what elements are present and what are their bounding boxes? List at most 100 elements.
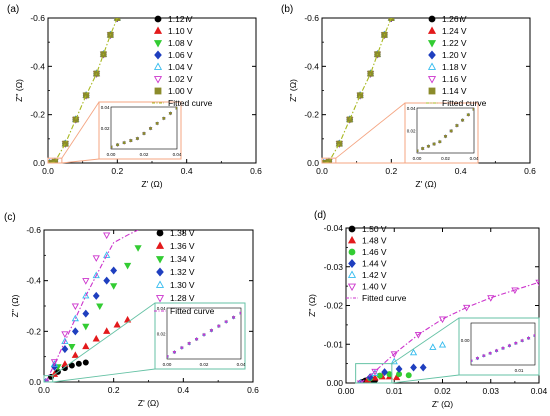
inset-point <box>533 334 535 338</box>
data-point <box>419 363 427 372</box>
series-1.34-V <box>44 245 142 382</box>
inset-point <box>239 311 241 316</box>
legend-label: 1.30 V <box>170 280 195 290</box>
data-point <box>61 360 69 367</box>
series-1.44-V <box>357 363 427 383</box>
data-point <box>103 327 111 334</box>
series-Fitted-curve <box>49 18 118 163</box>
y-tick-label: 0.0 <box>33 158 45 168</box>
legend-marker <box>156 267 164 277</box>
legend-label: 1.12 V <box>168 14 193 24</box>
legend-marker <box>154 50 162 60</box>
legend-marker <box>347 270 357 278</box>
data-point <box>92 334 100 342</box>
inset-x-tick-label: 0.00 <box>163 362 172 367</box>
inset-frame <box>404 102 479 164</box>
inset-point <box>167 355 169 359</box>
inset-y-tick-label: 0.02 <box>157 332 166 337</box>
chart-panel-a: (a) 0.0 0.2 0.4 0.6 0.0 -0.2 -0.4 -0.6 Z' (Ω) Z'' … <box>7 4 262 189</box>
legend-item: 1.28 V <box>155 293 195 303</box>
legend-label: 1.08 V <box>168 38 193 48</box>
inset-point <box>471 359 473 363</box>
inset-x-tick-label: 0.02 <box>441 156 450 161</box>
legend-item: 1.48 V <box>347 236 387 246</box>
zoom-source-box <box>47 157 63 164</box>
inset-point <box>136 137 139 140</box>
legend-label: 1.38 V <box>170 228 195 238</box>
inset-x-tick-label: 0.00 <box>413 156 422 161</box>
plot-area <box>356 279 539 383</box>
legend-item: 1.18 V <box>427 62 467 72</box>
inset-point <box>432 142 436 146</box>
legend-marker <box>153 26 163 34</box>
legend-marker <box>155 241 165 249</box>
inset-point <box>180 346 184 350</box>
data-point <box>409 348 418 356</box>
data-point <box>71 327 79 336</box>
legend: 1.12 V 1.10 V 1.08 V 1.06 V 1.04 V 1.02 V 1.00… <box>152 14 213 108</box>
legend-item: 1.42 V <box>347 270 387 280</box>
zoom-connector <box>52 302 156 377</box>
legend-marker <box>427 26 437 34</box>
legend-item: 1.46 V <box>348 247 387 257</box>
data-point <box>357 92 364 99</box>
inset-axes <box>470 322 536 366</box>
legend-label: 1.32 V <box>170 267 195 277</box>
legend-item: 1.34 V <box>155 254 195 264</box>
data-point <box>405 372 412 379</box>
data-point <box>71 314 79 322</box>
legend-marker <box>155 256 165 264</box>
data-point <box>103 251 111 258</box>
data-point <box>92 271 100 279</box>
legend-label: 1.28 V <box>170 293 195 303</box>
zoom-connector <box>61 158 100 164</box>
zoom-connector <box>391 374 460 384</box>
inset-point <box>194 337 199 342</box>
legend-item: Fitted curve <box>154 306 215 316</box>
chart-panel-b: (b) 0.0 0.2 0.4 0.6 0.0 -0.2 -0.4 -0.6 Z' (Ω) Z'' … <box>281 4 536 189</box>
x-axis-label: Z' (Ω) <box>432 399 453 409</box>
legend-marker <box>153 62 163 70</box>
y-axis-label: Z'' (Ω) <box>288 79 298 102</box>
y-tick-label: -0.6 <box>30 13 45 23</box>
panel-label: (a) <box>7 4 19 15</box>
legend-item: Fitted curve <box>426 98 487 108</box>
inset-point <box>122 141 126 145</box>
y-tick-label: -0.4 <box>26 276 41 286</box>
inset-y-tick-label: 0.04 <box>157 306 166 311</box>
legend-item: 1.44 V <box>348 258 387 269</box>
legend-item: 1.14 V <box>428 86 467 96</box>
inset-frame <box>98 101 182 160</box>
y-tick-label: -0.03 <box>324 262 344 272</box>
legend-item: 1.38 V <box>156 228 195 238</box>
legend-item: 1.04 V <box>153 62 193 72</box>
legend-marker <box>348 258 356 269</box>
inset-y-tick-label: 0.02 <box>101 126 110 131</box>
inset-point <box>116 143 119 147</box>
y-tick-label: 0.0 <box>29 377 41 387</box>
inset-point <box>421 147 424 150</box>
x-tick-label: 0.0 <box>38 385 50 395</box>
x-tick-label: 0.6 <box>250 166 262 176</box>
data-point <box>134 245 142 252</box>
zoom-connector <box>61 101 100 159</box>
inset-plot <box>417 108 474 153</box>
inset-x-tick-label: 0.02 <box>140 152 149 157</box>
data-point <box>395 365 403 374</box>
legend-marker <box>153 76 163 84</box>
panel-label: (b) <box>281 4 293 15</box>
inset-point <box>461 118 464 122</box>
inset-point <box>455 124 459 127</box>
inset-point <box>507 344 512 348</box>
legend-label: 1.44 V <box>362 259 387 269</box>
panel-label: (d) <box>314 210 326 221</box>
inset-point <box>209 329 214 333</box>
series-Fitted-curve <box>45 230 139 382</box>
inset-frame <box>154 302 246 370</box>
legend-item: 1.02 V <box>153 74 193 84</box>
data-point <box>356 380 365 383</box>
inset-point <box>175 107 177 110</box>
legend-marker <box>348 225 356 233</box>
data-point <box>96 303 104 311</box>
inset-y-tick-label: 0.04 <box>407 106 416 111</box>
